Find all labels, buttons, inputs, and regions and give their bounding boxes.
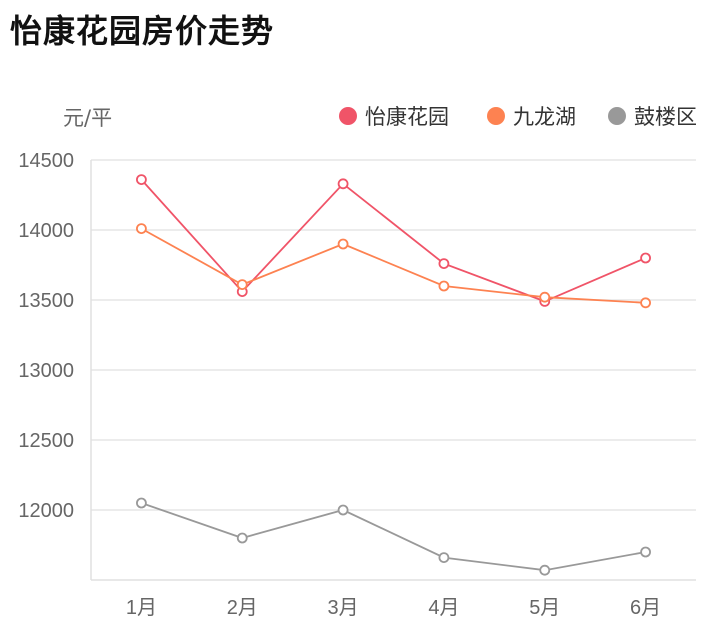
y-tick-label: 14000 [18,220,74,242]
data-point [640,297,651,309]
data-point [438,280,450,292]
legend-marker [608,107,626,125]
series-line-九龙湖 [140,227,646,304]
legend-label: 九龙湖 [513,105,576,129]
data-point [337,238,349,250]
y-tick-label: 14500 [18,150,74,172]
series-line-鼓楼区 [141,502,646,572]
data-point [337,178,349,190]
data-point [136,174,147,186]
legend-label: 鼓楼区 [634,105,697,129]
data-point [438,552,450,563]
x-tick-label: 5月 [529,597,560,619]
x-tick-label: 3月 [328,597,359,619]
data-point [640,252,651,264]
data-point [236,532,248,544]
legend-marker [339,107,357,125]
legend-marker [487,107,505,125]
data-point [438,258,450,270]
y-tick-label: 12000 [18,500,74,522]
x-tick-label: 1月 [126,597,157,619]
data-point [236,279,248,291]
y-axis-unit: 元/平 [63,106,112,130]
chart-title: 怡康花园房价走势 [10,12,275,50]
data-point [539,564,551,576]
y-tick-label: 13000 [18,360,74,382]
data-point [539,291,551,303]
x-tick-label: 2月 [227,597,258,619]
y-tick-label: 13500 [18,290,74,312]
data-point [337,504,349,516]
data-point [640,546,651,558]
legend-label: 怡康花园 [365,105,449,129]
x-tick-label: 4月 [428,597,459,619]
data-point [136,497,147,509]
data-point [136,223,147,235]
y-tick-label: 12500 [18,430,74,452]
series-line-怡康花园 [140,178,646,303]
x-tick-label: 6月 [630,597,661,619]
